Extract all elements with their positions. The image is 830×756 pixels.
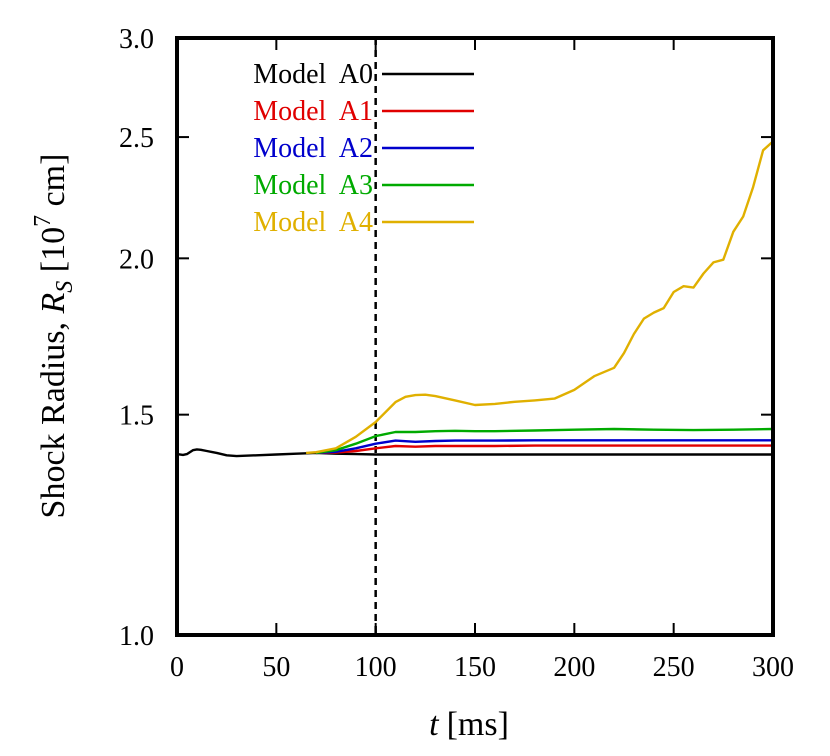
x-tick-label: 300 [752,652,794,683]
x-axis-title: t [ms] [429,706,509,743]
legend-label: Model A0 [253,59,373,90]
plot-area: 0 50 100 150 200 250 300 1.0 1.5 2.0 2.5 3.0 Model A… [119,24,794,683]
series-line-2 [316,439,773,455]
y-tick-label: 1.5 [119,401,154,432]
y-tick-label: 1.0 [119,621,154,652]
legend: Model A0 Model A1 Model A2 Model A3 Model A4 [253,59,474,238]
x-tick-label: 200 [553,652,595,683]
y-tick-label: 3.0 [119,24,154,55]
x-tick-label: 50 [262,652,290,683]
x-tick-label: 250 [653,652,695,683]
legend-label: Model A2 [253,133,373,164]
legend-label: Model A3 [253,170,373,201]
x-tick-label: 150 [454,652,496,683]
series-line-4 [306,140,774,455]
legend-label: Model A4 [253,207,373,238]
series-line-0 [176,448,773,458]
series-line-1 [316,444,773,455]
y-tick-label: 2.5 [119,123,154,154]
y-tick-label: 2.0 [119,244,154,275]
x-tick-label: 100 [355,652,397,683]
plot-frame [175,36,775,637]
y-axis-title: Shock Radius, RS [107 cm] [30,154,78,519]
legend-label: Model A1 [253,96,373,127]
x-tick-label: 0 [170,652,184,683]
series-line-3 [315,427,774,455]
